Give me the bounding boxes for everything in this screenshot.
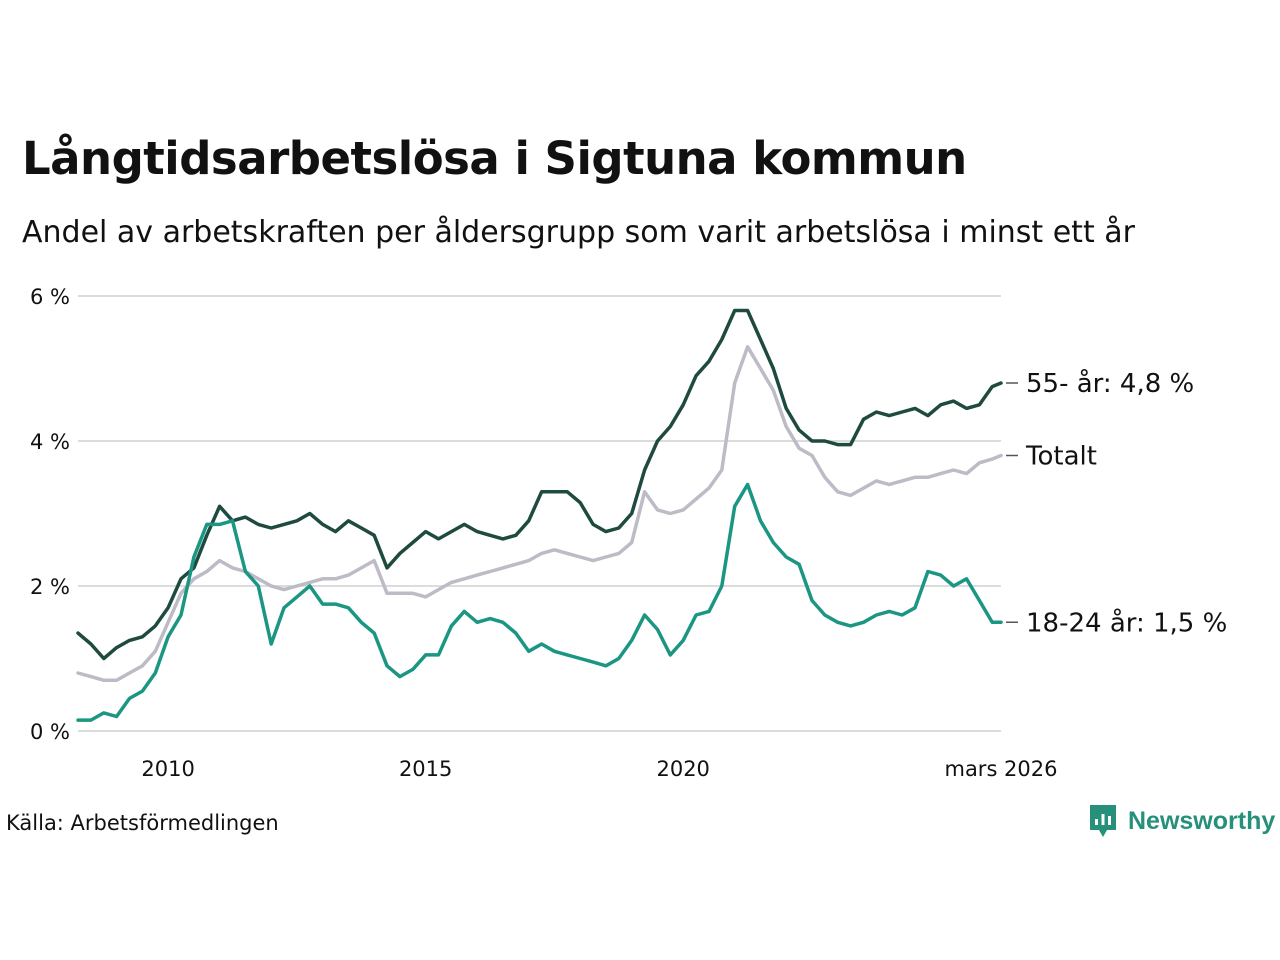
y-tick-label: 0 % bbox=[30, 720, 70, 744]
series-end-label: 18-24 år: 1,5 % bbox=[1026, 607, 1227, 638]
series-end-label: Totalt bbox=[1025, 442, 1097, 472]
source-note: Källa: Arbetsförmedlingen bbox=[6, 811, 279, 835]
series-line-18-24-r bbox=[76, 482, 1003, 722]
y-axis-ticks: 0 % 2 % 4 % 6 % bbox=[30, 285, 70, 744]
x-tick-label: mars 2026 bbox=[944, 757, 1057, 781]
series-line-55-r bbox=[76, 308, 1003, 661]
newsworthy-logo-icon bbox=[1090, 805, 1116, 837]
x-tick-label: 2010 bbox=[141, 757, 194, 781]
y-tick-label: 6 % bbox=[30, 285, 70, 309]
series-end-label: 55- år: 4,8 % bbox=[1026, 368, 1194, 399]
brand-name: Newsworthy bbox=[1128, 806, 1276, 835]
x-axis-ticks: 2010 2015 2020 mars 2026 bbox=[141, 757, 1057, 781]
brand-logo: Newsworthy bbox=[1088, 803, 1275, 839]
series-end-labels: Totalt 55- år: 4,8 % 18-24 år: 1,5 % bbox=[1006, 368, 1227, 638]
chart-subtitle: Andel av arbetskraften per åldersgrupp s… bbox=[22, 215, 1135, 250]
chart-title: Långtidsarbetslösa i Sigtuna kommun bbox=[22, 132, 967, 185]
y-tick-label: 4 % bbox=[30, 430, 70, 454]
x-tick-label: 2015 bbox=[399, 757, 452, 781]
y-tick-label: 2 % bbox=[30, 575, 70, 599]
series-line-totalt bbox=[76, 345, 1003, 683]
x-tick-label: 2020 bbox=[656, 757, 709, 781]
series-lines bbox=[76, 308, 1003, 722]
gridlines bbox=[78, 295, 1001, 732]
